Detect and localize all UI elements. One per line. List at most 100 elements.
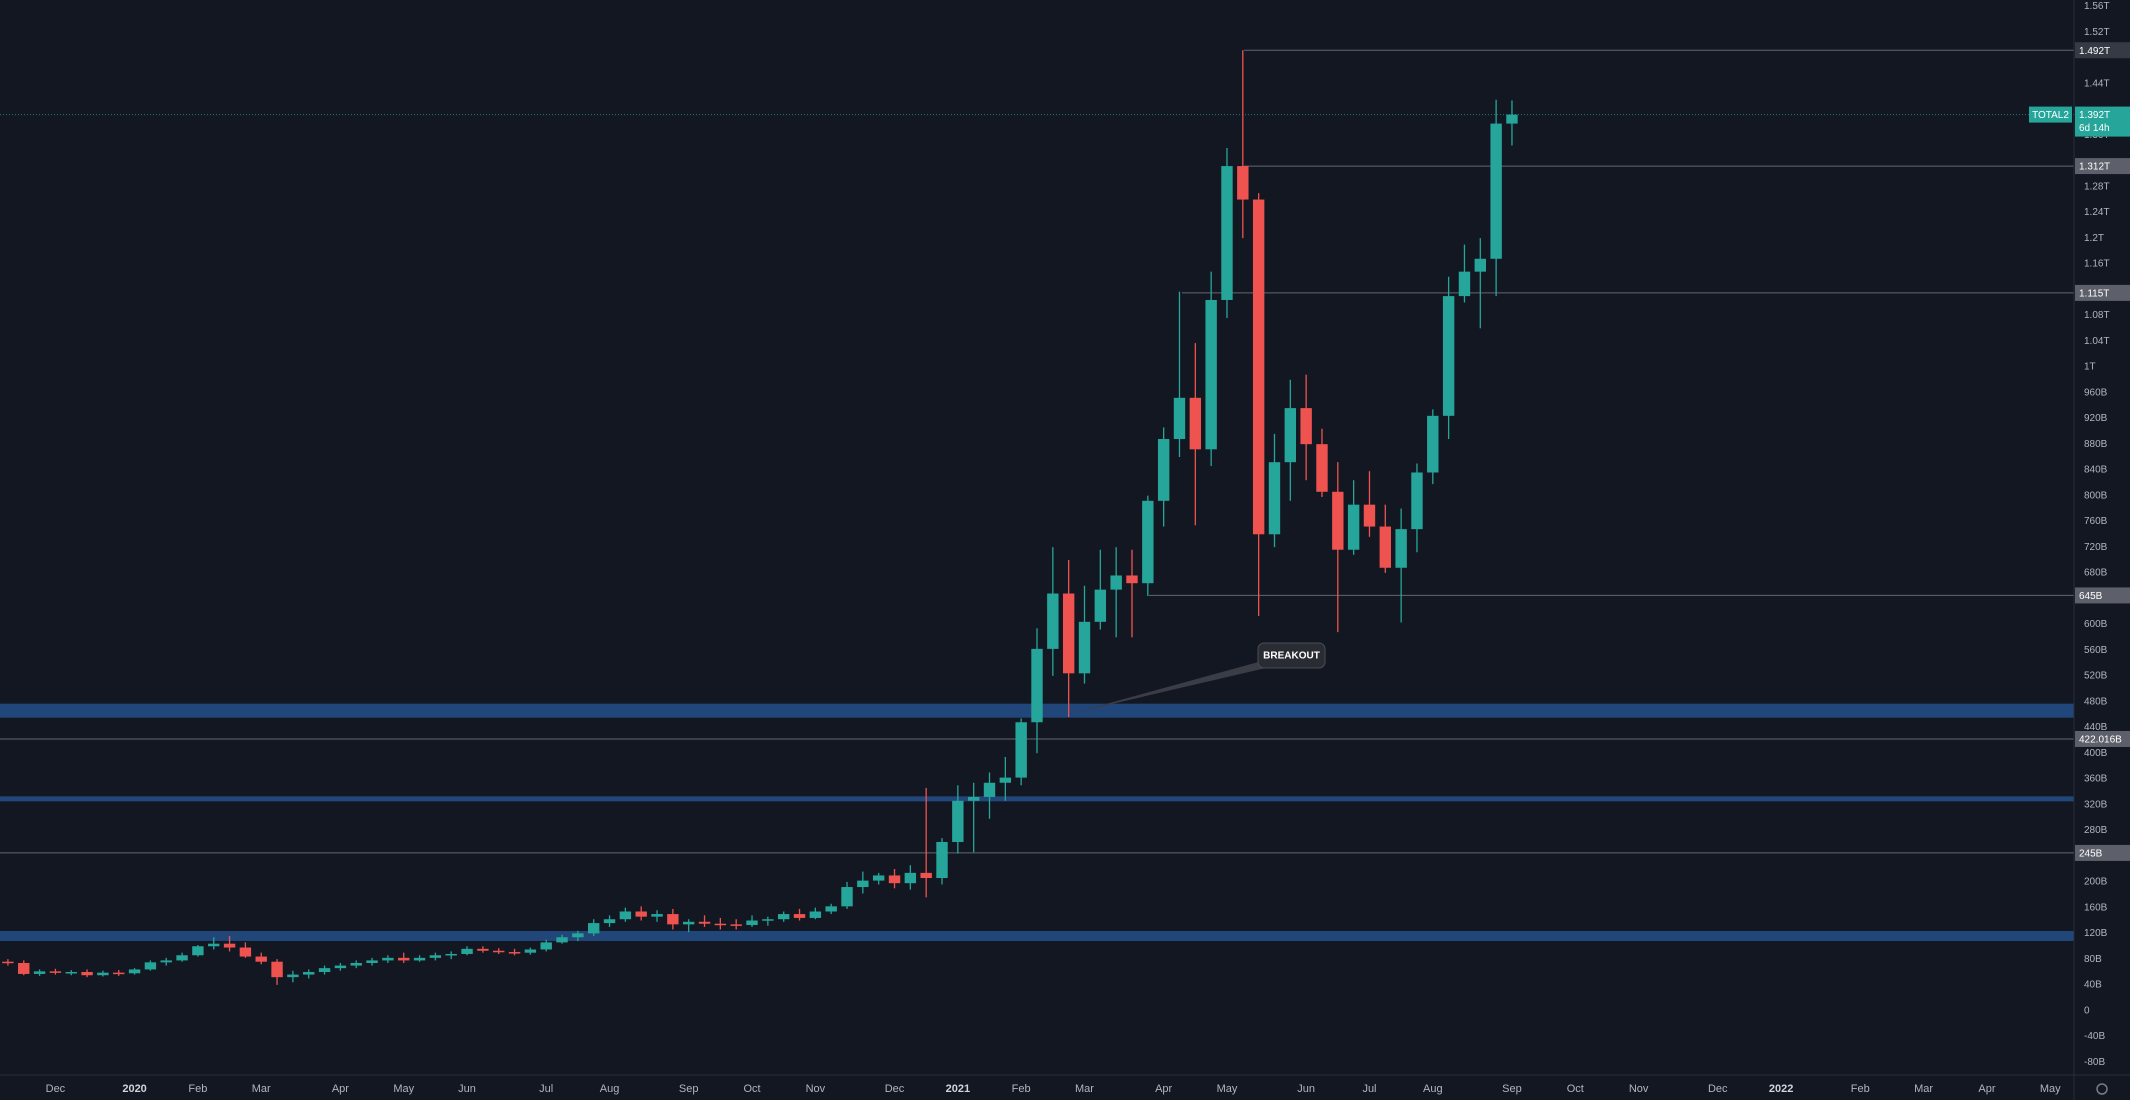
- settings-icon[interactable]: [2096, 1083, 2108, 1095]
- level-tag: [2075, 844, 2130, 861]
- candle-body: [429, 955, 442, 958]
- candle-body: [1221, 166, 1233, 300]
- countdown-label: 6d 14h: [2079, 123, 2110, 134]
- x-tick-label: Oct: [1567, 1083, 1584, 1095]
- x-tick-label: Sep: [1502, 1083, 1522, 1095]
- candle-body: [49, 971, 62, 973]
- y-tick-label: 560B: [2084, 645, 2108, 656]
- candle-body: [255, 956, 267, 962]
- candle-body: [603, 919, 616, 924]
- candle-body: [144, 962, 157, 970]
- y-tick-label: 0: [2084, 1005, 2090, 1016]
- candle-body: [477, 948, 489, 951]
- last-price-tag: [2075, 106, 2130, 137]
- candle-body: [461, 948, 473, 954]
- x-tick-label: Aug: [1423, 1083, 1443, 1095]
- candle-body: [967, 796, 980, 801]
- candle-body: [350, 962, 362, 966]
- candle-body: [208, 943, 220, 947]
- candle-body: [128, 969, 141, 974]
- symbol-tag: [2029, 106, 2072, 123]
- level-tag: [2075, 158, 2130, 175]
- symbol-label: TOTAL2: [2032, 110, 2069, 121]
- candle-body: [508, 952, 521, 954]
- y-tick-label: 520B: [2084, 671, 2108, 682]
- y-tick-label: 120B: [2084, 928, 2108, 939]
- candle-body: [1237, 166, 1249, 200]
- candle-body: [1316, 444, 1328, 492]
- candle-body: [809, 911, 822, 918]
- candle-body: [334, 965, 347, 969]
- x-tick-label: Mar: [1075, 1083, 1094, 1095]
- candle-body: [651, 914, 663, 917]
- level-label: 645B: [2079, 591, 2103, 602]
- y-tick-label: 600B: [2084, 619, 2108, 630]
- candle-body: [1490, 123, 1502, 259]
- y-tick-label: 960B: [2084, 387, 2108, 398]
- y-tick-label: 920B: [2084, 413, 2108, 424]
- candle-body: [382, 957, 394, 961]
- candle-body: [952, 800, 964, 842]
- zone: [0, 796, 2074, 802]
- candle-body: [1458, 271, 1471, 297]
- candle-body: [192, 946, 204, 956]
- candle-body: [303, 972, 315, 975]
- last-price-label: 1.392T: [2079, 110, 2110, 121]
- candle-body: [635, 911, 647, 917]
- level-label: 1.115T: [2079, 289, 2109, 300]
- candle-body: [1268, 462, 1281, 535]
- candle-body: [1031, 648, 1043, 723]
- x-tick-label: Jul: [539, 1083, 553, 1095]
- x-tick-label: Aug: [600, 1083, 620, 1095]
- candle-body: [825, 906, 837, 912]
- x-tick-label: Jun: [458, 1083, 476, 1095]
- y-tick-label: 360B: [2084, 774, 2108, 785]
- x-tick-label: May: [393, 1083, 414, 1095]
- candle-body: [1205, 299, 1217, 450]
- candle-body: [1142, 500, 1154, 584]
- y-tick-label: 160B: [2084, 902, 2108, 913]
- candle-body: [540, 942, 552, 950]
- candles: [2, 50, 1518, 985]
- candle-body: [65, 972, 77, 974]
- candle-body: [1411, 472, 1423, 530]
- level-tag: [2075, 284, 2130, 301]
- annotation-box: [1257, 642, 1326, 669]
- candle-body: [287, 974, 299, 978]
- level-label: 422.016B: [2079, 735, 2122, 746]
- candle-body: [113, 972, 125, 975]
- candle-body: [730, 924, 742, 926]
- candle-body: [318, 968, 331, 973]
- y-tick-label: 1.2T: [2084, 233, 2104, 244]
- candle-body: [746, 920, 758, 926]
- candle-body: [857, 880, 869, 888]
- candle-body: [2, 961, 14, 964]
- y-tick-label: 480B: [2084, 696, 2108, 707]
- x-tick-label: Jun: [1297, 1083, 1315, 1095]
- candle-body: [1047, 593, 1059, 649]
- y-tick-label: 280B: [2084, 825, 2108, 836]
- level-label: 245B: [2079, 849, 2103, 860]
- y-tick-label: 320B: [2084, 799, 2108, 810]
- candle-body: [239, 947, 252, 957]
- candle-body: [176, 955, 188, 961]
- candle-body: [872, 875, 885, 881]
- y-tick-label: 40B: [2084, 980, 2102, 991]
- level-tag: [2075, 42, 2130, 59]
- x-tick-label: Apr: [1978, 1083, 1995, 1095]
- x-tick-label: Dec: [1708, 1083, 1728, 1095]
- y-tick-label: -80B: [2084, 1057, 2105, 1068]
- candle-body: [1062, 593, 1075, 674]
- x-tick-label: 2021: [946, 1083, 970, 1095]
- x-tick-label: Feb: [188, 1083, 207, 1095]
- candle-body: [366, 960, 378, 963]
- y-tick-label: -40B: [2084, 1031, 2105, 1042]
- candle-body: [841, 887, 853, 907]
- candle-body: [1284, 408, 1297, 463]
- y-tick-label: 1.08T: [2084, 310, 2110, 321]
- x-tick-label: 2022: [1769, 1083, 1793, 1095]
- candle-body: [1395, 529, 1407, 568]
- x-tick-label: Apr: [1155, 1083, 1172, 1095]
- candle-body: [1094, 589, 1107, 622]
